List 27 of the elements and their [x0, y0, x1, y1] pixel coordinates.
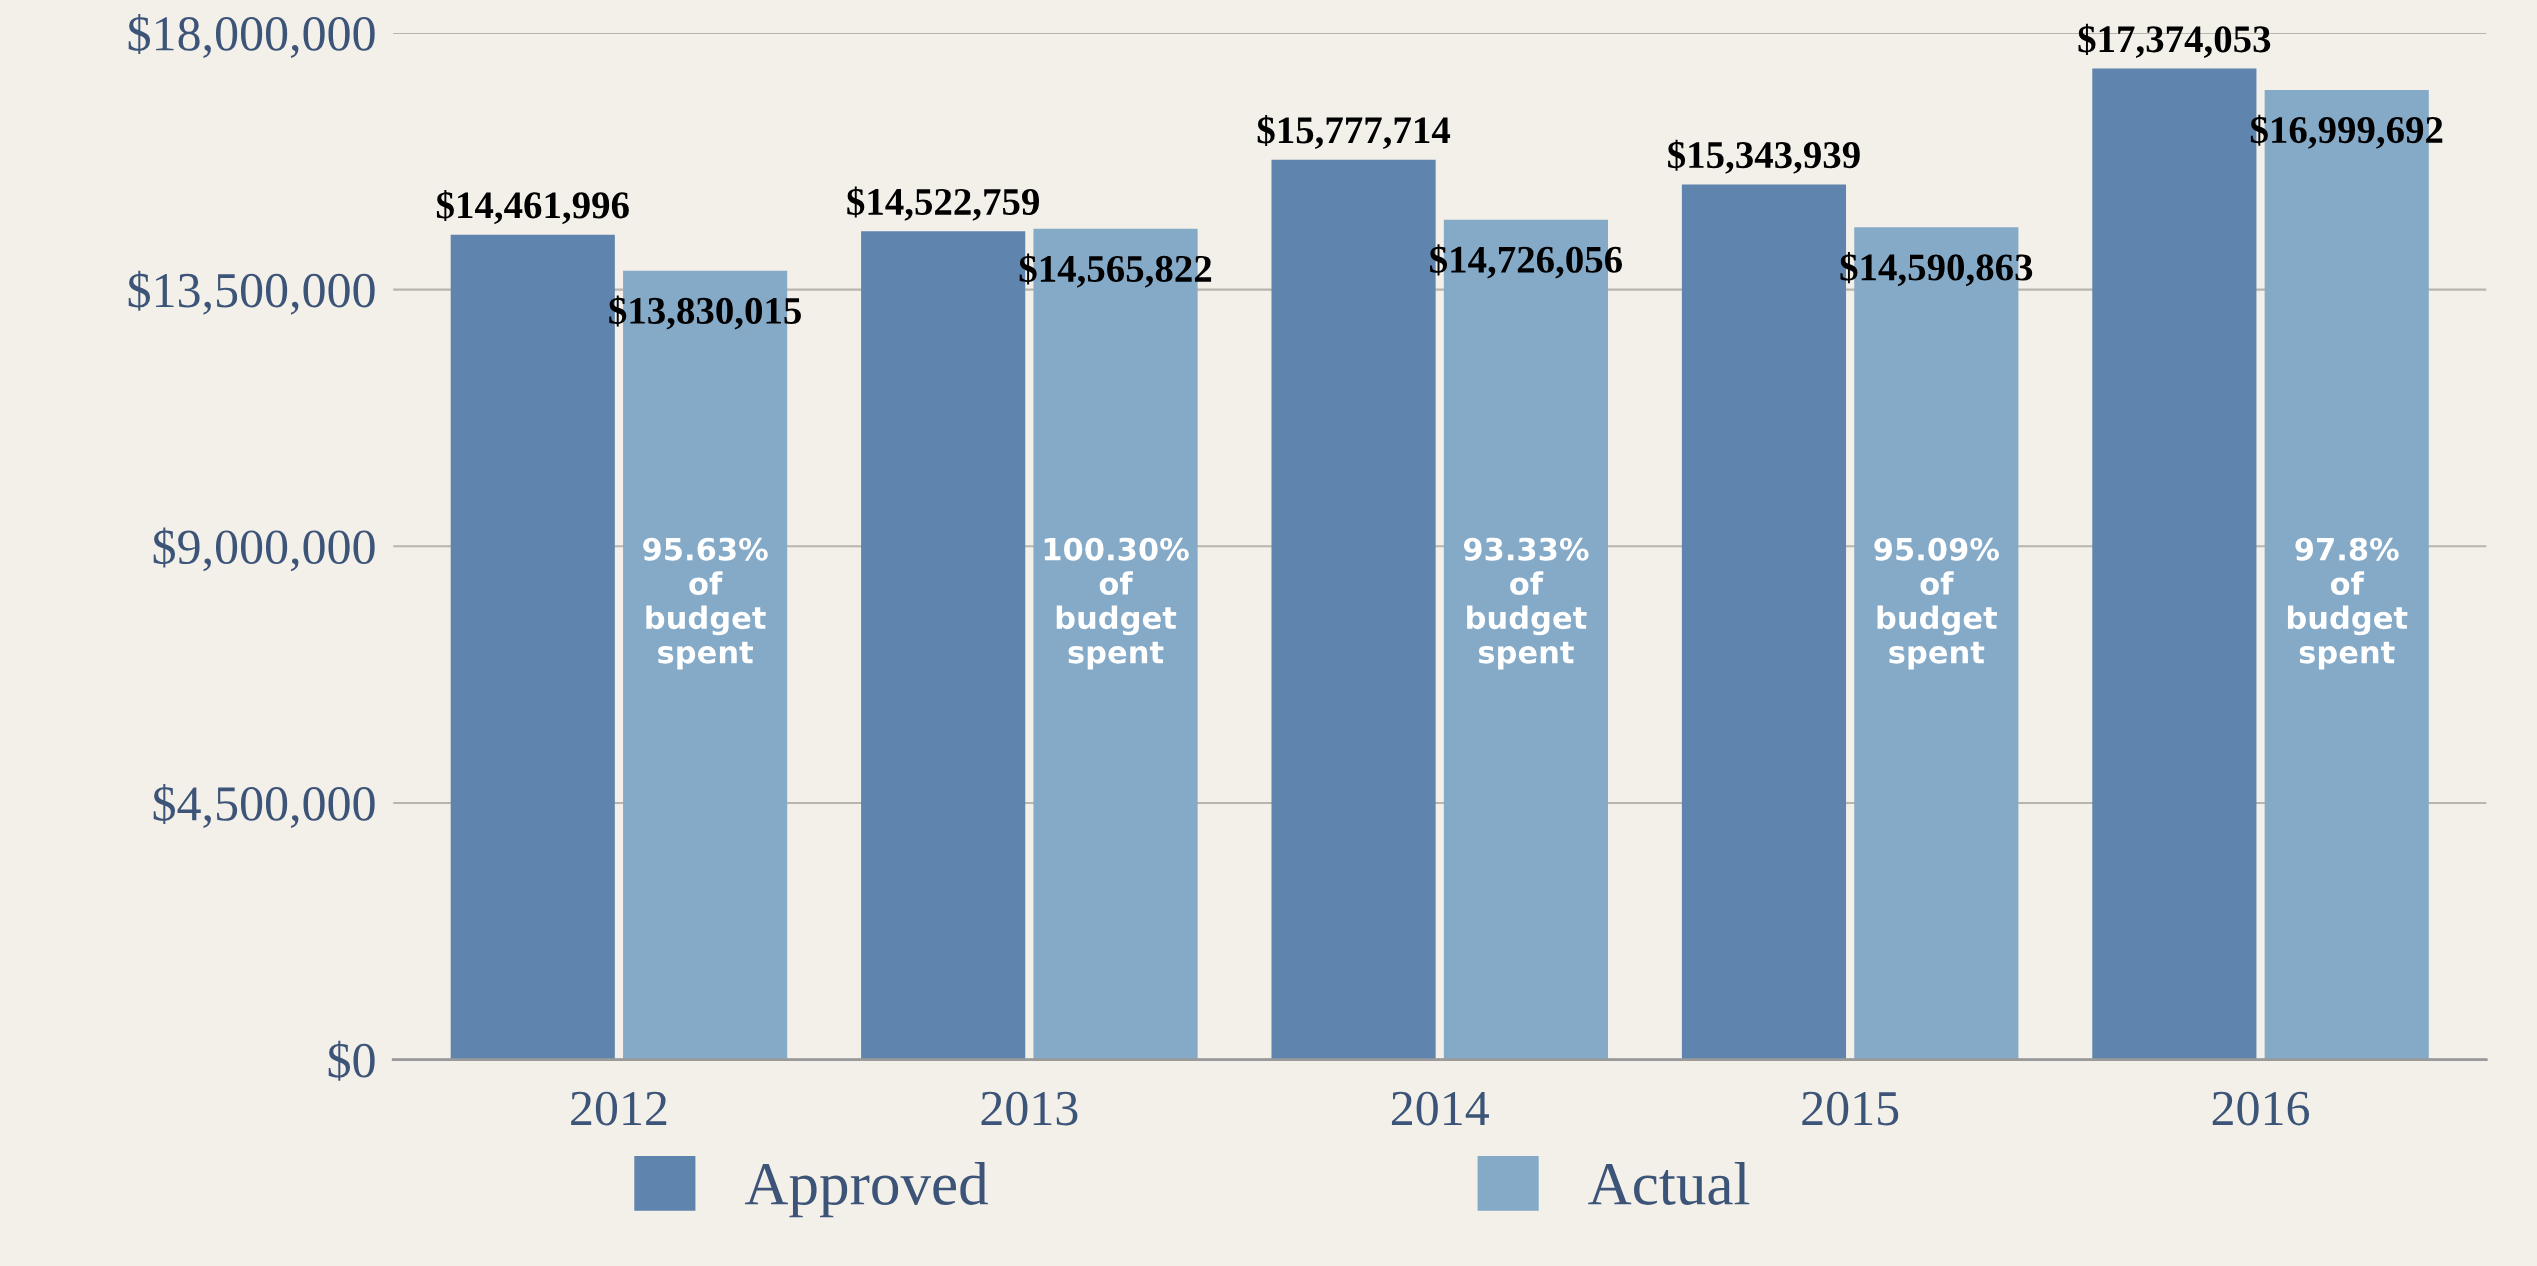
- data-label: $14,590,863: [1840, 252, 2033, 287]
- x-tick-label: 2016: [2212, 1091, 2310, 1126]
- y-tick-label: $13,500,000: [128, 270, 375, 315]
- y-tick-label: $9,000,000: [153, 527, 375, 572]
- legend-label: Approved: [744, 1161, 988, 1218]
- annotation: 95.63% of budget spent: [643, 537, 768, 670]
- data-label: $14,522,759: [847, 186, 1039, 221]
- data-label: $17,374,053: [2078, 23, 2271, 59]
- x-tick-label: 2015: [1802, 1091, 1899, 1126]
- data-label: $14,565,822: [1019, 253, 1212, 288]
- x-tick-label: 2013: [981, 1091, 1078, 1126]
- x-tick-label: 2014: [1391, 1091, 1489, 1126]
- y-tick-label: $18,000,000: [128, 14, 375, 58]
- data-label: $14,461,996: [436, 189, 629, 225]
- data-label: $16,999,692: [2250, 114, 2443, 149]
- annotation: 93.33% of budget spent: [1463, 537, 1589, 670]
- annotation: 97.8% of budget spent: [2287, 537, 2408, 670]
- data-label: $14,726,056: [1430, 244, 1623, 279]
- y-tick-label: $4,500,000: [153, 784, 375, 828]
- x-tick-label: 2012: [571, 1091, 667, 1126]
- data-label: $15,777,714: [1257, 114, 1451, 150]
- legend-label: Actual: [1588, 1161, 1750, 1205]
- annotation: 95.09% of budget spent: [1874, 537, 1999, 670]
- data-label: $13,830,015: [609, 295, 801, 330]
- annotation: 100.30% of budget spent: [1044, 537, 1189, 670]
- data-label: $15,343,939: [1668, 139, 1860, 174]
- y-tick-label: $0: [328, 1040, 375, 1081]
